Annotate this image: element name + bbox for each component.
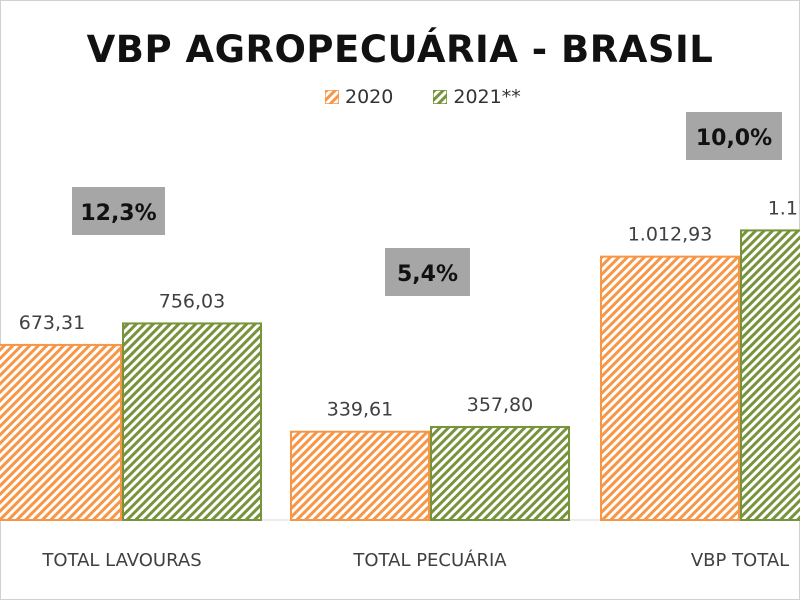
legend-label-2021: 2021** xyxy=(453,86,521,108)
legend-item-2021: 2021** xyxy=(433,86,521,108)
bar-2020-2 xyxy=(600,255,740,521)
legend-label-2020: 2020 xyxy=(345,86,394,108)
legend: 2020 2021** xyxy=(325,86,521,108)
data-label-2020-1: 339,61 xyxy=(327,399,393,421)
growth-box-2 xyxy=(686,112,782,160)
bar-2021-0 xyxy=(122,322,262,521)
bar-2020-1 xyxy=(290,430,430,521)
growth-box-0 xyxy=(72,187,165,235)
category-label-2: VBP TOTAL xyxy=(691,550,789,571)
chart-title: VBP AGROPECUÁRIA - BRASIL xyxy=(86,28,714,71)
bar-2020-0 xyxy=(0,343,122,521)
category-label-1: TOTAL PECUÁRIA xyxy=(352,549,507,571)
bar-2021-2 xyxy=(740,229,800,521)
growth-label-0: 12,3% xyxy=(80,201,156,226)
legend-swatch-2020 xyxy=(325,90,339,104)
data-label-2020-0: 673,31 xyxy=(19,312,85,334)
legend-swatch-2021 xyxy=(433,90,448,104)
data-label-2021-2: 1.113,83 xyxy=(768,197,800,219)
category-label-0: TOTAL LAVOURAS xyxy=(41,550,201,571)
legend-item-2020: 2020 xyxy=(325,86,393,108)
growth-box-1 xyxy=(385,248,470,296)
data-label-2021-0: 756,03 xyxy=(159,290,225,312)
bar-2021-1 xyxy=(430,425,570,521)
growth-label-2: 10,0% xyxy=(696,126,772,151)
growth-label-1: 5,4% xyxy=(397,262,458,287)
data-label-2020-2: 1.012,93 xyxy=(628,224,713,246)
data-label-2021-1: 357,80 xyxy=(467,394,533,416)
